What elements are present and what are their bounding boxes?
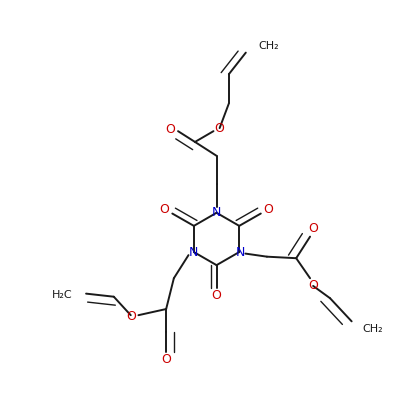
Text: N: N	[212, 206, 221, 219]
Text: O: O	[160, 203, 170, 216]
Text: O: O	[215, 122, 224, 134]
Text: H₂C: H₂C	[52, 290, 72, 300]
Text: O: O	[126, 310, 136, 323]
Text: O: O	[308, 280, 318, 292]
Text: N: N	[235, 246, 245, 258]
Text: O: O	[212, 290, 222, 302]
Text: O: O	[264, 203, 274, 216]
Text: O: O	[308, 222, 318, 236]
Text: CH₂: CH₂	[362, 324, 383, 334]
Text: N: N	[188, 246, 198, 258]
Text: O: O	[161, 353, 171, 366]
Text: O: O	[166, 123, 175, 136]
Text: CH₂: CH₂	[258, 42, 279, 52]
